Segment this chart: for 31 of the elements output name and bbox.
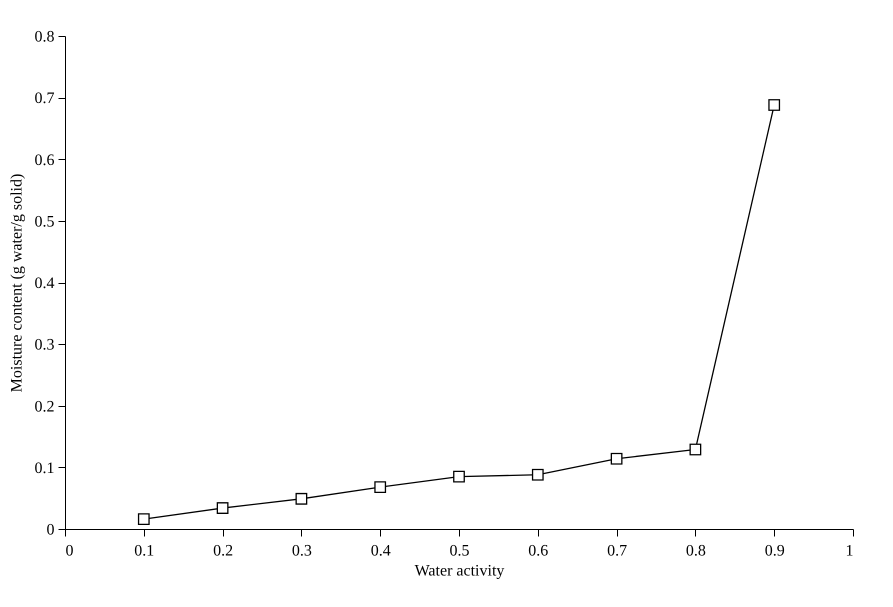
- y-axis-title: Moisture content (g water/g solid): [8, 174, 26, 392]
- point: [374, 481, 386, 493]
- x-tick-label: 0.6: [528, 542, 548, 560]
- y-tick-label: 0.8: [34, 28, 54, 46]
- y-tick-label: 0.1: [34, 460, 54, 477]
- point: [768, 99, 780, 111]
- y-tick-label: 0.5: [34, 213, 54, 230]
- x-tick-label: 0.1: [134, 542, 154, 560]
- x-tick-label: 0.8: [686, 542, 706, 560]
- x-tick-label: 0.9: [764, 542, 785, 560]
- x-tick-label: 1: [846, 542, 854, 560]
- x-tick-label: 0.3: [292, 542, 312, 560]
- y-tick-label: 0.7: [34, 90, 54, 108]
- x-tick-label: 0.7: [607, 542, 628, 560]
- point: [610, 452, 622, 465]
- x-tick-label: 0: [66, 542, 74, 560]
- y-tick-label: 0.4: [34, 275, 54, 292]
- point: [296, 492, 308, 505]
- x-tick-label: 0.5: [450, 542, 470, 560]
- point: [216, 502, 228, 514]
- y-tick-label: 0.3: [34, 336, 54, 354]
- point: [453, 470, 465, 483]
- x-tick-label: 0.2: [213, 542, 234, 560]
- point: [690, 444, 702, 456]
- point: [138, 513, 150, 526]
- point: [532, 468, 544, 481]
- x-axis-title: Water activity: [414, 562, 504, 580]
- y-tick-label: 0.6: [34, 152, 54, 169]
- y-tick-label: 0.2: [34, 398, 54, 416]
- x-tick-label: 0.4: [370, 542, 391, 560]
- y-tick-label: 0: [46, 522, 54, 538]
